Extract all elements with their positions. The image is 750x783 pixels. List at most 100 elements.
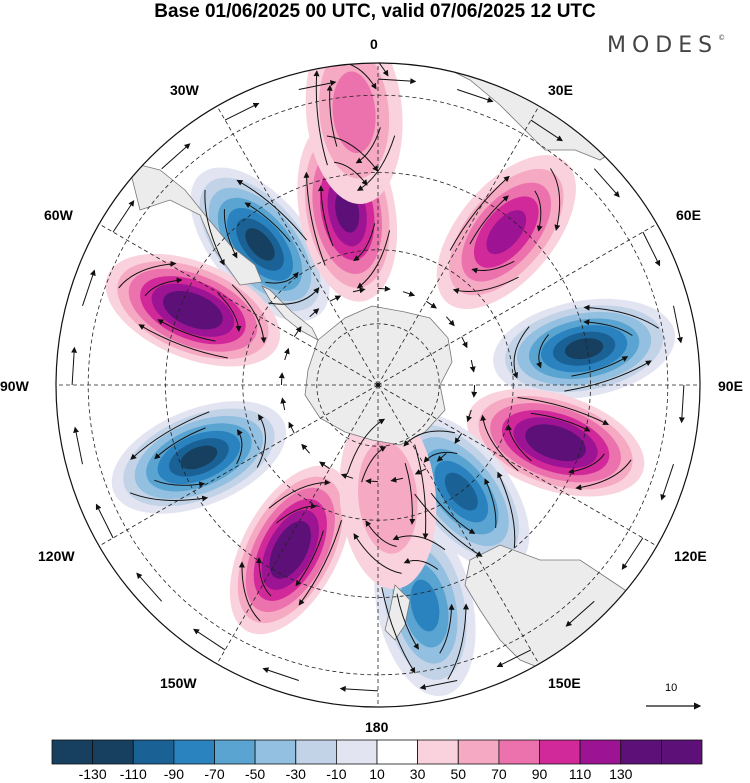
streamline	[457, 89, 494, 103]
colorbar-swatch	[376, 739, 418, 765]
streamline	[452, 276, 519, 294]
south-pole-marker	[376, 383, 380, 387]
colorbar-swatch	[335, 739, 378, 765]
meridian-label-150w: 150W	[160, 675, 197, 691]
streamline	[512, 326, 530, 379]
streamline	[660, 464, 674, 501]
colorbar-tick-label: -10	[326, 766, 347, 782]
colorbar-swatch	[254, 739, 297, 765]
anomaly-contour-band	[174, 298, 212, 323]
streamline	[295, 530, 324, 587]
streamline	[329, 295, 342, 302]
streamline	[298, 80, 337, 90]
anomaly-contour-band	[410, 579, 440, 632]
streamline	[313, 70, 328, 166]
streamline	[403, 557, 439, 570]
streamline	[204, 189, 225, 266]
reference-vector-label: 10	[665, 682, 678, 694]
colorbar-swatch	[92, 739, 134, 765]
streamline	[497, 471, 516, 548]
streamline	[471, 384, 478, 398]
colorbar-tick-label: -50	[244, 766, 266, 782]
streamline	[346, 418, 386, 475]
anomaly-contour-band	[358, 440, 418, 554]
streamline	[255, 557, 272, 597]
streamline	[356, 230, 391, 289]
streamline	[339, 685, 379, 692]
colorbar-tick-label: -70	[204, 766, 225, 782]
streamline	[236, 429, 243, 465]
streamline	[319, 461, 330, 470]
copyright-mark: ©	[718, 34, 726, 42]
streamline	[268, 287, 320, 305]
colorbar-tick-label: 130	[609, 766, 633, 782]
streamline	[136, 572, 163, 602]
streamline	[130, 411, 210, 460]
modes-logo: MODES©	[607, 33, 725, 58]
streamline	[262, 667, 299, 681]
streamline	[593, 168, 620, 198]
meridian-line	[377, 384, 540, 665]
colorbar-tick-label: 90	[531, 766, 548, 782]
brand-name: MODES	[607, 33, 719, 58]
meridian-label-150e: 150E	[548, 675, 581, 691]
meridian-label-0: 0	[370, 36, 378, 52]
streamline	[82, 269, 96, 306]
streamline	[466, 409, 473, 423]
streamline	[536, 334, 549, 369]
streamline	[480, 414, 519, 472]
streamline	[430, 492, 476, 535]
streamline	[530, 412, 591, 432]
streamline	[571, 356, 629, 377]
colorbar-swatch	[661, 739, 703, 765]
streamline	[283, 347, 290, 361]
streamline	[419, 680, 458, 690]
streamline	[381, 587, 416, 674]
streamline	[534, 190, 543, 232]
anomaly-contour-band	[564, 338, 604, 360]
streamline	[439, 603, 455, 654]
streamline	[568, 453, 605, 475]
colorbar-swatch	[214, 739, 256, 765]
antarctic-peninsula	[260, 285, 319, 341]
anomaly-cell	[105, 253, 281, 367]
colorbar-tick-label: 110	[568, 766, 592, 782]
streamline	[161, 143, 191, 170]
map-title: Base 01/06/2025 00 UTC, valid 07/06/2025…	[154, 1, 596, 22]
streamline	[112, 200, 135, 233]
streamline	[469, 359, 476, 373]
anomaly-contour-band	[180, 445, 218, 470]
new-zealand-landmass	[384, 584, 411, 641]
colorbar-swatch	[173, 739, 215, 765]
colorbar-tick-label: 50	[450, 766, 467, 782]
streamline	[436, 452, 447, 462]
streamline	[340, 473, 354, 480]
meridian-line	[98, 384, 379, 547]
anomaly-cell	[190, 167, 330, 322]
colorbar-tick-label: -90	[163, 766, 184, 782]
colorbar-swatch	[457, 739, 500, 765]
streamline	[278, 372, 285, 386]
streamline	[356, 135, 396, 191]
streamline	[365, 520, 397, 547]
colorbar-swatch	[295, 739, 337, 765]
streamline	[280, 397, 287, 411]
streamline	[426, 300, 437, 309]
streamline	[355, 127, 381, 164]
streamline	[298, 520, 342, 606]
meridian-label-30w: 30W	[170, 82, 199, 98]
streamline	[154, 427, 206, 460]
streamline	[236, 179, 307, 241]
colorbar-tick-label: 70	[491, 766, 507, 782]
streamline	[224, 102, 260, 121]
streamline	[673, 305, 683, 344]
streamline	[496, 649, 532, 668]
streamline	[138, 324, 228, 359]
anomaly-cell	[493, 298, 676, 399]
streamline	[326, 135, 379, 172]
streamline	[95, 503, 114, 539]
streamline	[244, 202, 291, 243]
streamline	[157, 319, 216, 342]
streamline	[309, 308, 320, 318]
